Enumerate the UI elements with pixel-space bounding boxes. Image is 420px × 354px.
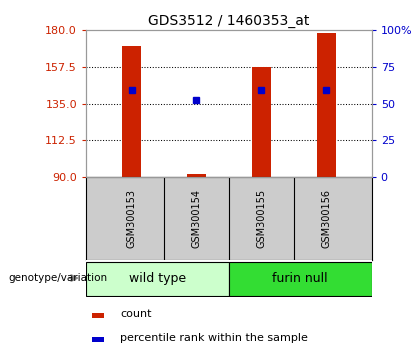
Text: percentile rank within the sample: percentile rank within the sample [121, 333, 308, 343]
Text: furin null: furin null [273, 272, 328, 285]
Bar [92, 313, 104, 318]
Title: GDS3512 / 1460353_at: GDS3512 / 1460353_at [148, 14, 310, 28]
Text: GSM300156: GSM300156 [321, 189, 331, 248]
Bar [92, 337, 104, 342]
Bar [86, 262, 229, 296]
Bar [187, 174, 206, 177]
Bar [317, 33, 336, 177]
Text: count: count [121, 309, 152, 319]
Text: GSM300155: GSM300155 [256, 189, 266, 248]
Bar [122, 46, 141, 177]
Text: wild type: wild type [129, 272, 186, 285]
Bar [252, 67, 271, 177]
Text: genotype/variation: genotype/variation [8, 273, 108, 283]
Bar [229, 262, 372, 296]
Text: GSM300153: GSM300153 [126, 189, 136, 248]
Text: GSM300154: GSM300154 [192, 189, 202, 248]
